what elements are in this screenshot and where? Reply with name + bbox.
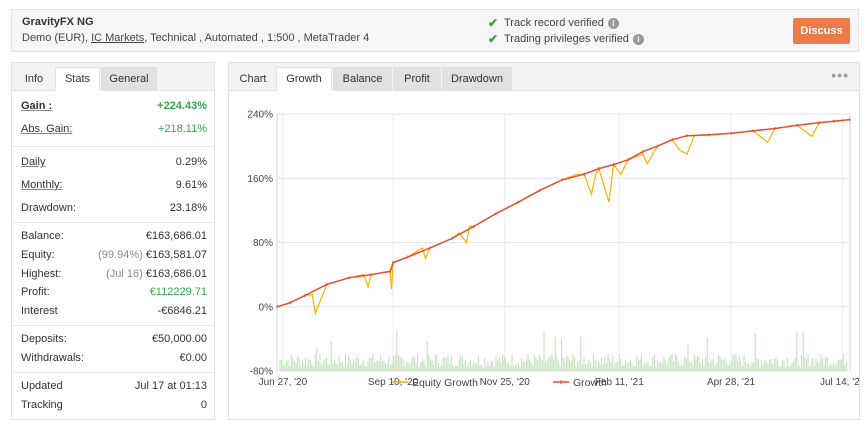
drawdown-label: Drawdown: xyxy=(21,202,77,214)
stat-daily: Daily 0.29% xyxy=(21,153,207,171)
tab-profit[interactable]: Profit xyxy=(393,67,441,91)
tab-growth[interactable]: Growth xyxy=(276,67,332,91)
system-name: GravityFX NG xyxy=(22,16,94,28)
chart-panel: Chart Growth Balance Profit Drawdown •••… xyxy=(228,62,860,420)
withdrawals-value: €0.00 xyxy=(179,352,207,364)
growth-chart: 240%160%80%0%-80% Jun 27, '20 Sep 10, '20… xyxy=(247,110,859,390)
y-tick-label: 0% xyxy=(259,302,274,313)
info-icon[interactable]: i xyxy=(607,17,619,29)
system-meta: Demo (EUR), IC Markets, Technical , Auto… xyxy=(22,32,369,44)
stat-deposits: Deposits: €50,000.00 xyxy=(21,330,207,348)
stat-balance: Balance: €163,686.01 xyxy=(21,227,207,245)
abs-gain-label[interactable]: Abs. Gain: xyxy=(21,123,73,135)
deposits-label: Deposits: xyxy=(21,333,67,345)
divider xyxy=(13,372,215,373)
system-header: GravityFX NG Demo (EUR), IC Markets, Tec… xyxy=(11,9,859,52)
track-record-verified: ✔ Track record verified i xyxy=(488,16,619,30)
highest-value: (Jul 16) €163,686.01 xyxy=(106,265,207,283)
y-tick-label: 160% xyxy=(247,174,273,185)
stat-updated: Updated Jul 17 at 01:13 xyxy=(21,377,207,395)
equity-label: Equity: xyxy=(21,249,55,261)
more-dots-icon[interactable]: ••• xyxy=(831,67,849,83)
highest-label: Highest: xyxy=(21,268,62,280)
highest-date: (Jul 16) xyxy=(106,268,143,280)
growth-markers xyxy=(276,118,851,309)
stat-drawdown: Drawdown: 23.18% xyxy=(21,199,207,217)
balance-label: Balance: xyxy=(21,230,64,242)
y-tick-label: 80% xyxy=(253,238,273,249)
x-tick-label: Jul 14, '21 xyxy=(820,377,859,388)
balance-value: €163,686.01 xyxy=(145,230,207,242)
updated-value: Jul 17 at 01:13 xyxy=(134,380,207,392)
account-details: , Technical , Automated , 1:500 , MetaTr… xyxy=(144,32,370,44)
y-tick-label: 240% xyxy=(247,110,273,121)
tab-general[interactable]: General xyxy=(101,67,157,91)
stat-tracking: Tracking 0 xyxy=(21,396,207,414)
stat-profit: Profit: €112229.71 xyxy=(21,283,207,301)
profit-label: Profit: xyxy=(21,286,50,298)
interest-value: -€6846.21 xyxy=(157,305,207,317)
broker-link[interactable]: IC Markets xyxy=(91,32,145,44)
tab-stats[interactable]: Stats xyxy=(55,67,100,91)
tab-chart[interactable]: Chart xyxy=(239,73,267,85)
tab-balance[interactable]: Balance xyxy=(333,67,392,91)
trading-privileges-verified: ✔ Trading privileges verified i xyxy=(488,32,644,46)
abs-gain-value: +218.11% xyxy=(157,123,207,135)
chart-grid xyxy=(276,113,851,372)
x-tick-label: Nov 25, '20 xyxy=(480,377,531,388)
monthly-label[interactable]: Monthly: xyxy=(21,179,63,191)
withdrawals-label: Withdrawals: xyxy=(21,352,84,364)
gain-value: +224.43% xyxy=(157,100,207,112)
stat-abs-gain: Abs. Gain: +218.11% xyxy=(21,120,207,138)
profit-value: €112229.71 xyxy=(149,286,207,298)
trading-privileges-label: Trading privileges verified xyxy=(504,33,629,45)
x-tick-label: Feb 11, '21 xyxy=(595,377,644,388)
stat-equity: Equity: (99.94%) €163,581.07 xyxy=(21,246,207,264)
highest-amount: €163,686.01 xyxy=(145,268,207,280)
info-icon[interactable]: i xyxy=(632,33,644,45)
monthly-value: 9.61% xyxy=(175,179,207,191)
track-record-label: Track record verified xyxy=(504,17,604,29)
equity-growth-line xyxy=(276,119,851,316)
stat-withdrawals: Withdrawals: €0.00 xyxy=(21,349,207,367)
chart-tabbar: Chart Growth Balance Profit Drawdown ••• xyxy=(229,63,859,91)
updated-label: Updated xyxy=(21,380,63,392)
y-axis-ticks: 240% 160% 80% 0% -80% xyxy=(247,110,273,378)
tab-info[interactable]: Info xyxy=(24,73,44,85)
deposits-value: €50,000.00 xyxy=(151,333,207,345)
y-tick-label: -80% xyxy=(250,367,273,378)
stats-tabbar: Info Stats General xyxy=(12,63,214,91)
volume-bars xyxy=(279,330,847,371)
divider xyxy=(13,222,215,223)
drawdown-value: 23.18% xyxy=(169,202,207,214)
stats-panel: Info Stats General Gain : +224.43% Abs. … xyxy=(11,62,215,420)
divider xyxy=(13,325,215,326)
stat-monthly: Monthly: 9.61% xyxy=(21,176,207,194)
equity-value: (99.94%) €163,581.07 xyxy=(98,246,207,264)
x-tick-label: Apr 28, '21 xyxy=(707,377,755,388)
stat-highest: Highest: (Jul 16) €163,686.01 xyxy=(21,265,207,283)
daily-label[interactable]: Daily xyxy=(21,156,46,168)
chart-legend: Equity Growth Growth xyxy=(392,377,607,389)
legend-label: Equity Growth xyxy=(412,377,478,389)
discuss-button[interactable]: Discuss xyxy=(793,18,850,44)
account-type: Demo (EUR), xyxy=(22,32,92,44)
check-icon: ✔ xyxy=(488,16,499,30)
growth-line xyxy=(276,118,851,308)
check-icon: ✔ xyxy=(488,32,499,46)
tracking-label: Tracking xyxy=(21,399,63,411)
tab-drawdown[interactable]: Drawdown xyxy=(442,67,512,91)
daily-value: 0.29% xyxy=(175,156,207,168)
gain-label[interactable]: Gain : xyxy=(21,100,53,112)
stat-interest: Interest -€6846.21 xyxy=(21,302,207,320)
interest-label: Interest xyxy=(21,305,58,317)
equity-amount: €163,581.07 xyxy=(145,249,207,261)
equity-percent: (99.94%) xyxy=(98,249,143,261)
divider xyxy=(13,146,215,147)
legend-label: Growth xyxy=(573,377,607,389)
stat-gain: Gain : +224.43% xyxy=(21,97,207,115)
tracking-value: 0 xyxy=(200,399,207,411)
x-tick-label: Jun 27, '20 xyxy=(259,377,308,388)
